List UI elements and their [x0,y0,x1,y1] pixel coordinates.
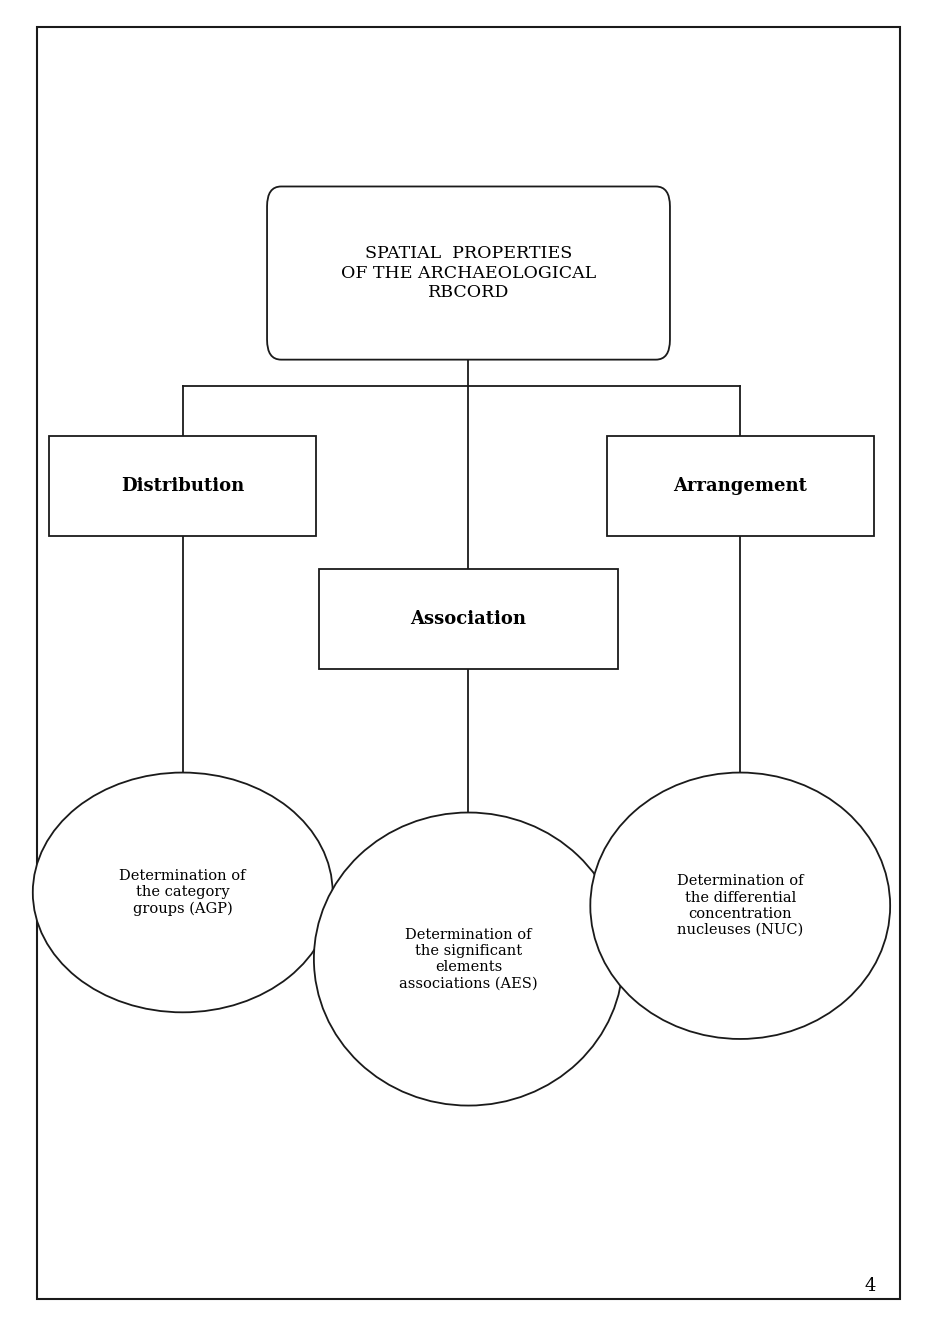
FancyBboxPatch shape [267,186,669,360]
Text: Determination of
the significant
elements
associations (AES): Determination of the significant element… [399,928,537,990]
Text: Determination of
the category
groups (AGP): Determination of the category groups (AG… [119,868,246,916]
FancyBboxPatch shape [318,570,618,669]
Text: Association: Association [410,610,526,629]
Text: Determination of
the differential
concentration
nucleuses (NUC): Determination of the differential concen… [676,875,803,936]
Ellipse shape [33,773,332,1012]
FancyBboxPatch shape [607,437,872,535]
Ellipse shape [590,773,889,1039]
Text: Distribution: Distribution [121,477,244,496]
Ellipse shape [314,813,622,1106]
Text: SPATIAL  PROPERTIES
OF THE ARCHAEOLOGICAL
RBCORD: SPATIAL PROPERTIES OF THE ARCHAEOLOGICAL… [341,245,595,301]
FancyBboxPatch shape [37,27,899,1299]
FancyBboxPatch shape [50,437,315,535]
Text: 4: 4 [864,1276,875,1295]
Text: Arrangement: Arrangement [673,477,806,496]
